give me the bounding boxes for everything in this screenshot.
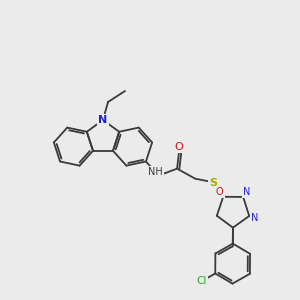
Text: NH: NH: [148, 167, 163, 177]
Text: N: N: [243, 187, 250, 197]
Text: Cl: Cl: [196, 276, 206, 286]
Text: N: N: [251, 213, 259, 223]
Text: S: S: [209, 178, 217, 188]
Text: O: O: [175, 142, 183, 152]
Text: N: N: [98, 115, 108, 125]
Text: O: O: [216, 187, 224, 197]
